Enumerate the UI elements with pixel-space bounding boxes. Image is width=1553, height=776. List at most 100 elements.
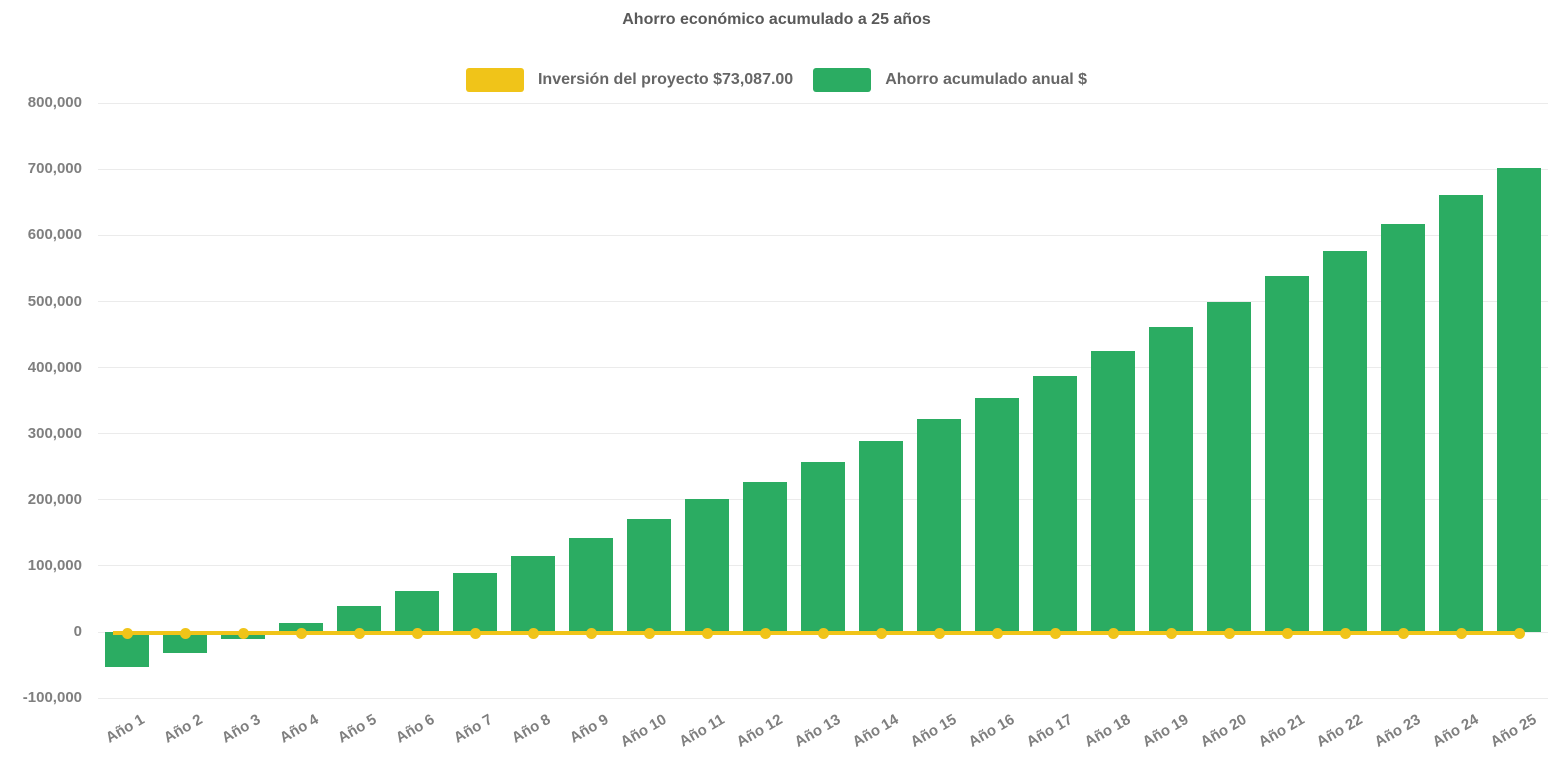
investment-line-marker [585, 627, 597, 639]
gridline [98, 168, 1548, 170]
x-axis-tick-label: Año 2 [160, 711, 206, 747]
legend-label: Inversión del proyecto $73,087.00 [537, 71, 794, 88]
investment-line-marker [1455, 627, 1467, 639]
savings-bar [1497, 167, 1541, 632]
x-axis-tick-label: Año 1 [102, 711, 148, 747]
y-axis-tick-label: 500,000 [27, 292, 82, 310]
legend-swatch-icon [813, 68, 872, 92]
savings-bar [1439, 195, 1483, 632]
x-axis-tick-label: Año 17 [1023, 711, 1076, 751]
gridline [98, 301, 1548, 302]
investment-line-marker [1049, 627, 1061, 639]
investment-line-marker [759, 627, 771, 639]
x-axis-tick-label: Año 11 [676, 711, 728, 751]
investment-line-marker [1513, 627, 1525, 639]
investment-line-marker [933, 627, 945, 639]
savings-bar [801, 461, 845, 632]
legend: Inversión del proyecto $73,087.00 Ahorro … [0, 68, 1553, 92]
investment-line-marker [1397, 627, 1409, 639]
x-axis-tick-label: Año 13 [791, 711, 844, 751]
y-axis-tick-label: 0 [73, 623, 82, 640]
investment-line-marker [1223, 627, 1235, 639]
investment-line-marker [817, 627, 829, 639]
savings-bar [569, 538, 613, 632]
legend-label: Ahorro acumulado anual $ [885, 71, 1088, 88]
savings-bar [1265, 275, 1309, 632]
x-axis-tick-label: Año 21 [1255, 711, 1308, 751]
investment-line-marker [701, 627, 713, 639]
x-axis-tick-label: Año 5 [334, 711, 380, 747]
gridline [98, 367, 1548, 369]
x-axis-tick-label: Año 16 [965, 711, 1018, 751]
legend-item-inversion[interactable]: Inversión del proyecto $73,087.00 [465, 68, 794, 92]
savings-bar [685, 499, 729, 632]
savings-bar [1149, 326, 1193, 632]
investment-line-marker [1107, 627, 1119, 639]
savings-bar [627, 519, 671, 632]
investment-line-marker [295, 627, 307, 639]
x-axis-tick-label: Año 20 [1197, 711, 1250, 751]
investment-line-marker [411, 627, 423, 639]
investment-line-marker [469, 627, 481, 639]
savings-bar [975, 397, 1019, 632]
y-axis-tick-label: -100,000 [22, 689, 82, 707]
y-axis-tick-label: 300,000 [27, 424, 82, 442]
savings-bar [511, 556, 555, 632]
savings-bar [1323, 250, 1367, 632]
y-axis-tick-label: 200,000 [27, 490, 82, 508]
savings-bar [1033, 375, 1077, 632]
gridline [98, 102, 1548, 104]
savings-bar [1207, 302, 1251, 632]
savings-bar [279, 622, 323, 632]
gridline [98, 697, 1548, 699]
x-axis-tick-label: Año 4 [276, 711, 322, 747]
savings-bar [1381, 223, 1425, 632]
investment-line-marker [875, 627, 887, 639]
x-axis-tick-label: Año 22 [1313, 711, 1366, 751]
x-axis-tick-label: Año 23 [1371, 711, 1424, 751]
x-axis-tick-label: Año 18 [1081, 711, 1134, 751]
x-axis-tick-label: Año 6 [392, 711, 438, 747]
investment-line-marker [1165, 627, 1177, 639]
x-axis-tick-label: Año 3 [218, 711, 264, 747]
x-axis-tick-label: Año 14 [849, 711, 902, 751]
savings-bar [453, 573, 497, 632]
gridline [98, 433, 1548, 435]
savings-bar [917, 419, 961, 632]
y-axis-tick-label: 100,000 [27, 556, 82, 574]
x-axis-tick-label: Año 9 [566, 711, 612, 747]
investment-line-marker [1339, 627, 1351, 639]
investment-line-marker [179, 627, 191, 639]
investment-line-marker [527, 627, 539, 639]
savings-bar [395, 591, 439, 632]
x-axis-tick-label: Año 19 [1139, 711, 1192, 751]
x-axis-tick-label: Año 24 [1429, 711, 1482, 751]
x-axis-tick-label: Año 25 [1487, 711, 1540, 751]
savings-bar [337, 606, 381, 632]
x-axis-tick-label: Año 10 [617, 711, 670, 751]
savings-bar [1091, 350, 1135, 632]
legend-swatch-icon [465, 68, 524, 92]
gridline [98, 234, 1548, 236]
legend-item-ahorro[interactable]: Ahorro acumulado anual $ [813, 68, 1087, 92]
investment-line-marker [1281, 627, 1293, 639]
x-axis-tick-label: Año 12 [733, 711, 786, 751]
x-axis-tick-label: Año 7 [450, 711, 496, 747]
y-axis-tick-label: 600,000 [27, 226, 82, 244]
savings-bar [163, 631, 207, 654]
investment-line-marker [353, 627, 365, 639]
investment-line-marker [991, 627, 1003, 639]
investment-line-marker [237, 627, 249, 639]
x-axis-tick-label: Año 15 [907, 711, 960, 751]
y-axis-tick-label: 800,000 [27, 94, 82, 112]
investment-line-marker [643, 627, 655, 639]
chart-title: Ahorro económico acumulado a 25 años [622, 11, 931, 28]
savings-bar [743, 481, 787, 632]
x-axis-tick-label: Año 8 [508, 711, 554, 747]
y-axis-tick-label: 700,000 [27, 160, 82, 178]
savings-bar [859, 440, 903, 632]
y-axis-tick-label: 400,000 [27, 358, 82, 376]
investment-line-marker [121, 627, 133, 639]
